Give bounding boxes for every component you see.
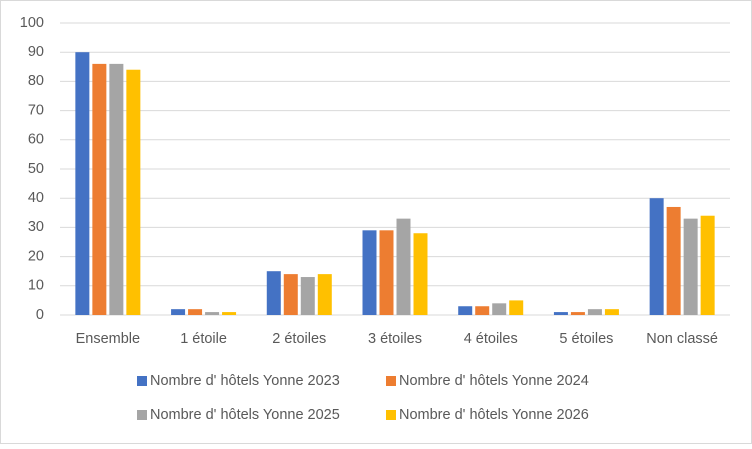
bar bbox=[317, 274, 332, 315]
legend-swatch bbox=[137, 410, 147, 420]
y-tick-label: 80 bbox=[28, 73, 44, 89]
x-tick-label: Ensemble bbox=[76, 331, 140, 347]
bar bbox=[649, 198, 664, 315]
bar bbox=[205, 312, 220, 315]
bar bbox=[666, 206, 681, 315]
bar bbox=[75, 52, 90, 315]
legend-swatch bbox=[386, 376, 396, 386]
y-tick-label: 30 bbox=[28, 219, 44, 235]
bar bbox=[509, 300, 524, 315]
bar bbox=[222, 312, 237, 315]
x-tick-label: Non classé bbox=[646, 331, 718, 347]
x-tick-label: 5 étoiles bbox=[559, 331, 613, 347]
legend-label: Nombre d' hôtels Yonne 2024 bbox=[399, 373, 589, 389]
bar bbox=[492, 303, 507, 315]
bar bbox=[683, 218, 698, 315]
bar bbox=[604, 309, 619, 315]
bar bbox=[587, 309, 602, 315]
y-tick-label: 100 bbox=[20, 15, 44, 31]
bar bbox=[171, 309, 186, 315]
bar bbox=[700, 215, 715, 315]
bar bbox=[458, 306, 473, 315]
y-tick-label: 0 bbox=[36, 307, 44, 323]
bar bbox=[109, 63, 124, 315]
y-tick-label: 20 bbox=[28, 248, 44, 264]
x-tick-label: 4 étoiles bbox=[464, 331, 518, 347]
bar bbox=[266, 271, 281, 315]
bar bbox=[553, 312, 568, 315]
bar bbox=[300, 277, 315, 315]
y-tick-label: 50 bbox=[28, 161, 44, 177]
x-tick-label: 1 étoile bbox=[180, 331, 227, 347]
legend-label: Nombre d' hôtels Yonne 2026 bbox=[399, 407, 589, 423]
bar bbox=[188, 309, 203, 315]
bar bbox=[92, 63, 107, 315]
legend-swatch bbox=[137, 376, 147, 386]
bar bbox=[570, 312, 585, 315]
y-tick-label: 60 bbox=[28, 132, 44, 148]
bar bbox=[396, 218, 411, 315]
x-tick-label: 2 étoiles bbox=[272, 331, 326, 347]
y-tick-label: 70 bbox=[28, 102, 44, 118]
bar bbox=[379, 230, 394, 315]
legend-label: Nombre d' hôtels Yonne 2025 bbox=[150, 407, 340, 423]
bar bbox=[362, 230, 377, 315]
bar bbox=[413, 233, 428, 315]
y-tick-label: 40 bbox=[28, 190, 44, 206]
x-tick-label: 3 étoiles bbox=[368, 331, 422, 347]
y-tick-label: 90 bbox=[28, 44, 44, 60]
bar bbox=[475, 306, 490, 315]
legend-label: Nombre d' hôtels Yonne 2023 bbox=[150, 373, 340, 389]
y-tick-label: 10 bbox=[28, 278, 44, 294]
bar bbox=[283, 274, 298, 315]
legend-swatch bbox=[386, 410, 396, 420]
bar bbox=[126, 69, 141, 315]
